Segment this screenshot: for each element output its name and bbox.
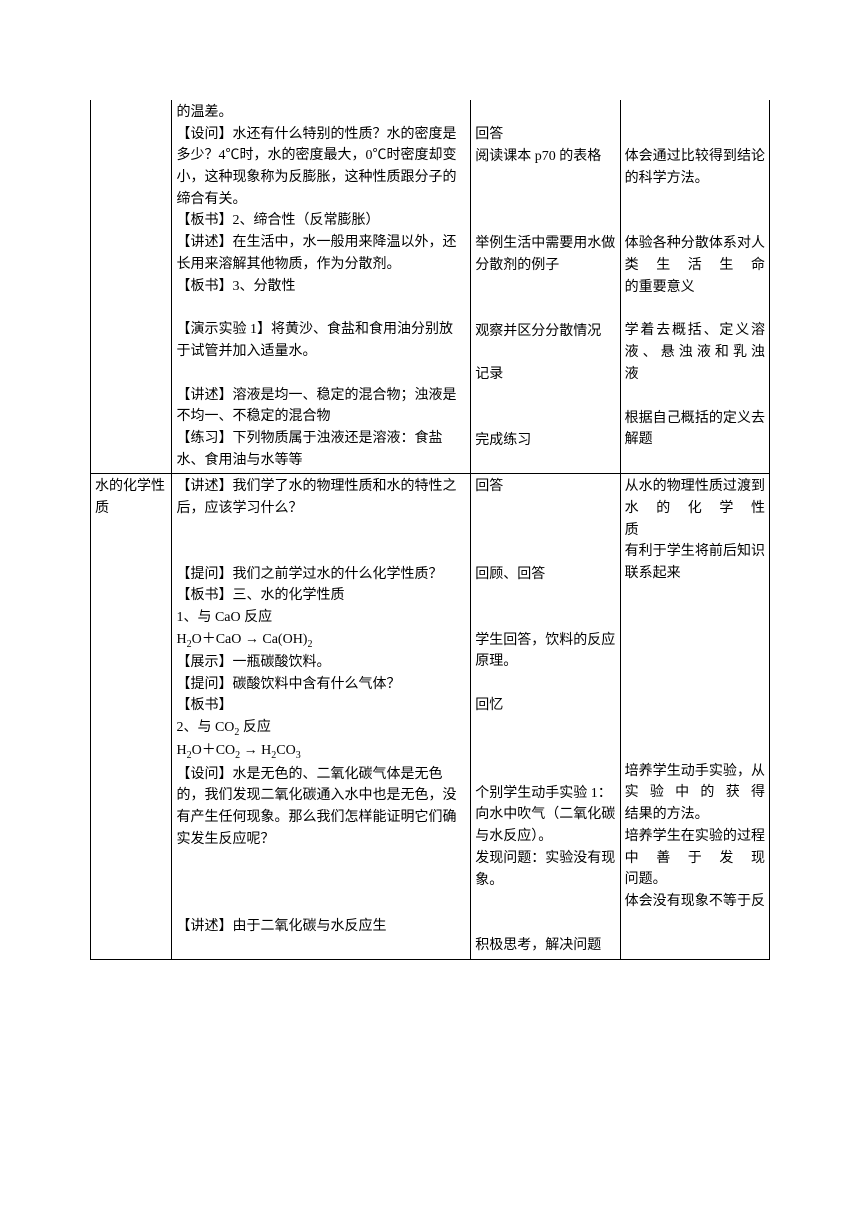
cell-student-activity: 回答 阅读课本 p70 的表格 举例生活中需要用水做分散剂的例子 观察并区分分散…	[471, 100, 620, 474]
text-block: 有利于学生将前后知识联系起来	[625, 541, 765, 584]
cell-purpose: 从水的物理性质过渡到水的化学性质 有利于学生将前后知识联系起来 培养学生动手实验…	[620, 474, 769, 960]
text-block: 回顾、回答	[475, 564, 615, 586]
text-block: 从水的物理性质过渡到水的化学性质	[625, 476, 765, 541]
text-block: 【讲述】由于二氧化碳与水反应生	[176, 916, 466, 938]
cell-topic	[91, 100, 172, 474]
text-block: 阅读课本 p70 的表格	[475, 146, 615, 168]
text-block: 1、与 CaO 反应	[176, 607, 466, 629]
cell-purpose: 体会通过比较得到结论的科学方法。 体验各种分散体系对人类生活生命的重要意义 学着…	[620, 100, 769, 474]
text-block: 个别学生动手实验 1：向水中吹气（二氧化碳与水反应）。	[475, 783, 615, 848]
cell-topic: 水的化学性质	[91, 474, 172, 960]
text-block: 体验各种分散体系对人类生活生命的重要意义	[625, 233, 765, 298]
text-block: 【展示】一瓶碳酸饮料。	[176, 652, 466, 674]
text-block: 【板书】3、分散性	[176, 276, 466, 298]
text-block: 观察并区分分散情况	[475, 321, 615, 343]
text-block: 回答	[475, 476, 615, 498]
chemical-equation: H2O＋CaO → Ca(OH)2	[176, 629, 466, 652]
text-block: 【提问】我们之前学过水的什么化学性质？	[176, 564, 466, 586]
text-block: 举例生活中需要用水做分散剂的例子	[475, 233, 615, 276]
text-block: 发现问题：实验没有现象。	[475, 848, 615, 891]
text-block: 【练习】下列物质属于浊液还是溶液：食盐水、食用油与水等等	[176, 428, 466, 471]
text-block: 培养学生动手实验，从实验中的获得结果的方法。	[625, 761, 765, 826]
text-block: 记录	[475, 364, 615, 386]
text-block: 根据自己概括的定义去解题	[625, 408, 765, 451]
text-block: 【演示实验 1】将黄沙、食盐和食用油分别放于试管并加入适量水。	[176, 319, 466, 362]
text-block: 学着去概括、定义溶液、悬浊液和乳浊液	[625, 320, 765, 385]
text-block: 积极思考，解决问题	[475, 935, 615, 957]
text-block: 的温差。	[176, 102, 466, 124]
table-row: 水的化学性质 【讲述】我们学了水的物理性质和水的特性之后，应该学习什么？ 【提问…	[91, 474, 770, 960]
text-block: 【设问】水是无色的、二氧化碳气体是无色的，我们发现二氧化碳通入水中也是无色，没有…	[176, 764, 466, 851]
text-block: 【讲述】溶液是均一、稳定的混合物；浊液是不均一、不稳定的混合物	[176, 385, 466, 428]
text-block: 【设问】水还有什么特别的性质？水的密度是多少？4℃时，水的密度最大，0℃时密度却…	[176, 124, 466, 211]
text-block: 体会通过比较得到结论的科学方法。	[625, 146, 765, 189]
text-block: 【提问】碳酸饮料中含有什么气体？	[176, 674, 466, 696]
text-block: 学生回答，饮料的反应原理。	[475, 630, 615, 673]
cell-student-activity: 回答 回顾、回答 学生回答，饮料的反应原理。 回忆 个别学生动手实验 1：向水中…	[471, 474, 620, 960]
text-block: 【板书】三、水的化学性质	[176, 585, 466, 607]
text-block: 2、与 CO2 反应	[176, 717, 466, 740]
lesson-plan-table: 的温差。 【设问】水还有什么特别的性质？水的密度是多少？4℃时，水的密度最大，0…	[90, 100, 770, 960]
cell-teacher-activity: 【讲述】我们学了水的物理性质和水的特性之后，应该学习什么？ 【提问】我们之前学过…	[172, 474, 471, 960]
text-block: 完成练习	[475, 430, 615, 452]
text-block: 【板书】	[176, 695, 466, 717]
topic-label: 水的化学性质	[95, 476, 167, 519]
text-block: 回答	[475, 124, 615, 146]
text-block: 培养学生在实验的过程中善于发现问题。	[625, 826, 765, 891]
text-block: 回忆	[475, 695, 615, 717]
text-block: 【讲述】在生活中，水一般用来降温以外，还长用来溶解其他物质，作为分散剂。	[176, 232, 466, 275]
chemical-equation: H2O＋CO2 → H2CO3	[176, 740, 466, 763]
cell-teacher-activity: 的温差。 【设问】水还有什么特别的性质？水的密度是多少？4℃时，水的密度最大，0…	[172, 100, 471, 474]
table-row: 的温差。 【设问】水还有什么特别的性质？水的密度是多少？4℃时，水的密度最大，0…	[91, 100, 770, 474]
text-block: 【板书】2、缔合性（反常膨胀）	[176, 210, 466, 232]
text-block: 体会没有现象不等于反	[625, 891, 765, 913]
text-block: 【讲述】我们学了水的物理性质和水的特性之后，应该学习什么？	[176, 476, 466, 519]
